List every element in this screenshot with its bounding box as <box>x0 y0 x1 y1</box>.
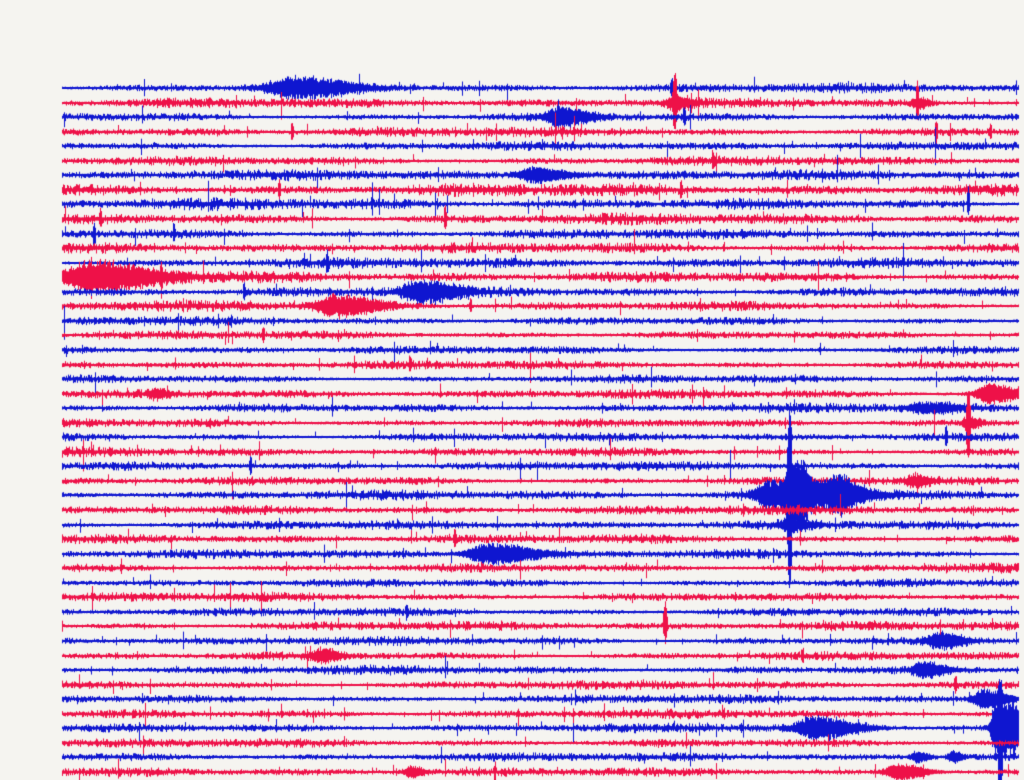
helicorder-page: HT Tsoukalades, Lefkada Applied filter: … <box>0 0 1024 780</box>
seismogram-traces-canvas <box>0 0 1024 780</box>
